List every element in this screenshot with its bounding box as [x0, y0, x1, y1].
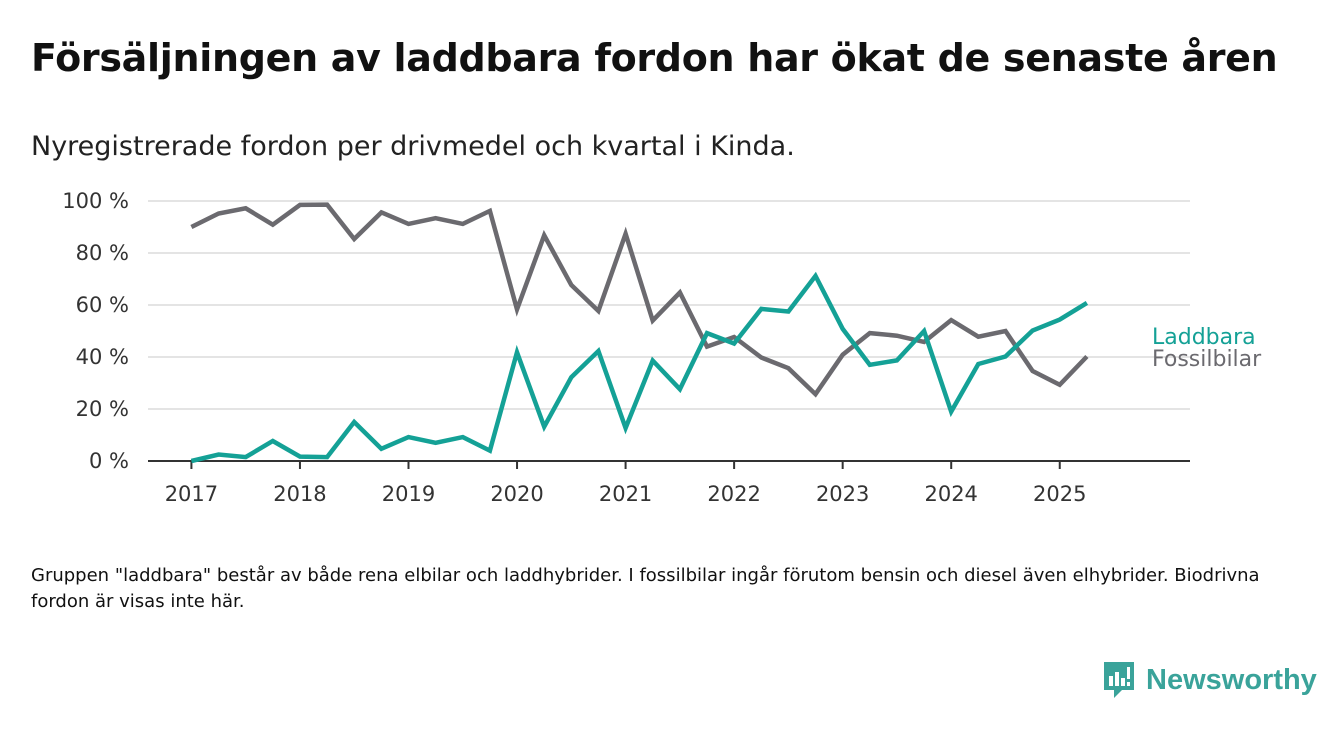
- y-tick-label: 60 %: [76, 293, 129, 317]
- y-tick-label: 100 %: [62, 189, 129, 213]
- y-tick-label: 40 %: [76, 345, 129, 369]
- x-tick-label: 2017: [165, 482, 218, 506]
- x-tick-label: 2019: [382, 482, 435, 506]
- series-label-fossilbilar: Fossilbilar: [1152, 347, 1262, 372]
- y-tick-label: 0 %: [89, 449, 129, 473]
- x-tick-label: 2021: [599, 482, 652, 506]
- y-tick-label: 80 %: [76, 241, 129, 265]
- axes: 0 % 20 % 40 % 60 % 80 % 100 % 2017 2018 2019 2020…: [62, 189, 1190, 506]
- series-label-laddbara: Laddbara: [1152, 325, 1256, 350]
- x-tick-label: 2023: [816, 482, 869, 506]
- brand-name: Newsworthy: [1146, 663, 1317, 696]
- y-tick-label: 20 %: [76, 397, 129, 421]
- series-lines: [190, 202, 1089, 464]
- chart-title: Försäljningen av laddbara fordon har öka…: [31, 36, 1278, 80]
- brand-logo: Newsworthy: [1102, 660, 1317, 700]
- x-tick-label: 2024: [924, 482, 977, 506]
- series-line-laddbara: [190, 271, 1089, 464]
- series-line-fossilbilar: [190, 202, 1089, 398]
- x-tick-label: 2018: [273, 482, 326, 506]
- chart-subtitle: Nyregistrerade fordon per drivmedel och …: [31, 131, 795, 162]
- newsworthy-logo-icon: [1104, 662, 1134, 698]
- x-tick-label: 2020: [490, 482, 543, 506]
- x-tick-label: 2025: [1033, 482, 1086, 506]
- x-tick-label: 2022: [707, 482, 760, 506]
- footnote: Gruppen "laddbara" består av både rena e…: [31, 565, 1260, 612]
